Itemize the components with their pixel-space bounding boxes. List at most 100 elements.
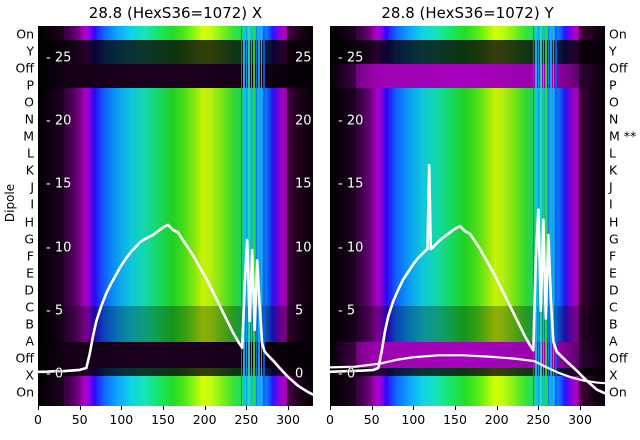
category-axis-tick-label: H <box>24 214 34 230</box>
x-axis-right: 0 50 100 150 200 250 300 <box>326 406 605 440</box>
category-axis-tick-label: H <box>609 214 619 230</box>
trace-overlay-x <box>38 223 313 396</box>
x-axis-tick-label: 0 <box>34 412 42 427</box>
x-axis-tick-label: 50 <box>71 412 88 427</box>
heatmap-edge-shadow <box>287 26 313 406</box>
category-axis-tick-label: On <box>16 26 34 42</box>
category-axis-tick-label: O <box>609 94 619 110</box>
x-axis-tick <box>580 406 581 410</box>
category-axis-tick-label: I <box>609 196 613 212</box>
category-axis-tick-label: I <box>30 196 34 212</box>
category-axis-tick-label: X <box>25 367 34 383</box>
x-axis-tick <box>79 406 81 410</box>
trace-line <box>38 223 313 396</box>
heatmap-band-row <box>38 88 313 306</box>
category-axis-tick-label: G <box>24 231 34 247</box>
inner-ytick-label: - 15 <box>338 176 364 192</box>
category-axis-tick-label: Off <box>15 60 34 76</box>
category-axis-tick-label: B <box>609 316 618 332</box>
category-axis-tick-label: D <box>24 282 34 298</box>
heatmap-edge-shadow <box>330 26 356 406</box>
x-axis-tick <box>455 406 456 410</box>
heatmap-color-ramp <box>38 40 313 66</box>
inner-ytick-label: - 20 <box>46 113 72 129</box>
heatmap-separator-band <box>38 64 313 88</box>
trace-line <box>330 164 605 395</box>
x-axis-tick-label: 150 <box>443 412 467 427</box>
category-axis-tick-label: J <box>30 179 34 195</box>
x-axis-tick <box>288 406 289 410</box>
category-axis-tick-label: P <box>609 77 617 93</box>
category-axis-tick-label: K <box>609 162 618 178</box>
heatmap-color-ramp <box>330 376 605 406</box>
x-axis-tick-label: 150 <box>151 412 175 427</box>
category-axis-tick-label: F <box>26 248 34 264</box>
inner-ytick-label: - 25 <box>338 50 364 66</box>
category-axis-tick-label: O <box>24 94 34 110</box>
x-axis-tick-label: 300 <box>568 412 592 427</box>
category-axis-tick-label: On <box>609 384 627 400</box>
inner-ytick-label-right: 15 <box>295 176 312 192</box>
x-axis-tick <box>246 406 248 410</box>
category-axis-tick-label: Off <box>15 350 34 366</box>
category-axis-tick-label: L <box>609 145 616 161</box>
heatmap-color-ramp <box>330 40 605 66</box>
x-axis-tick <box>330 406 331 410</box>
heatmap-band-row <box>330 88 605 306</box>
inner-ytick-label: - 0 <box>338 366 356 382</box>
category-axis-tick-label: Y <box>609 43 617 59</box>
heatmap-color-ramp <box>38 88 313 306</box>
category-axis-tick-label: F <box>609 248 617 264</box>
panel-title-right: 28.8 (HexS36=1072) Y <box>381 4 554 22</box>
category-axis-tick-label: M <box>23 128 34 144</box>
heatmap-color-ramp <box>38 376 313 406</box>
inner-ytick-label-right: 20 <box>295 113 312 129</box>
x-axis-tick-label: 250 <box>234 412 259 427</box>
category-axis-tick-label: K <box>25 162 34 178</box>
inner-ytick-label: - 25 <box>46 50 72 66</box>
category-axis-left: On Y Off P O N M L K J I H G F E D C B A Off X On <box>0 26 36 406</box>
inner-ytick-label-right: 5 <box>295 303 304 319</box>
heatmap-band-row <box>38 376 313 406</box>
category-axis-tick-label: On <box>609 26 627 42</box>
inner-ytick-label: - 15 <box>46 176 72 192</box>
category-axis-tick-label: D <box>609 282 619 298</box>
heatmap-color-ramp <box>38 306 313 344</box>
x-axis-tick-label: 100 <box>401 412 426 427</box>
x-axis-tick-label: 50 <box>363 412 380 427</box>
x-axis-tick <box>121 406 123 410</box>
heatmap-band-row <box>330 376 605 406</box>
heatmap-panel-x[interactable]: - 25 - 20 - 15 - 10 - 5 - 0 25 20 15 10 5 0 <box>38 26 313 406</box>
category-axis-tick-label: M ** <box>609 128 637 144</box>
category-axis-tick-label: J <box>609 179 613 195</box>
x-axis-tick-label: 200 <box>192 412 217 427</box>
x-axis-tick-label: 250 <box>526 412 551 427</box>
heatmap-edge-shadow <box>579 26 605 406</box>
x-axis-tick <box>371 406 373 410</box>
category-axis-tick-label: E <box>609 265 617 281</box>
heatmap-color-ramp <box>330 306 605 344</box>
heatmap-panel-y[interactable]: - 25 - 20 - 15 - 10 - 5 - 0 <box>330 26 605 406</box>
inner-ytick-label: - 5 <box>338 303 356 319</box>
x-axis-tick <box>413 406 415 410</box>
inner-ytick-label: - 0 <box>46 366 64 382</box>
inner-ytick-label-right: 0 <box>295 366 304 382</box>
x-axis-tick <box>538 406 540 410</box>
heatmap-color-ramp <box>330 88 605 306</box>
panel-title-left: 28.8 (HexS36=1072) X <box>88 4 263 22</box>
heatmap-separator-band <box>330 64 605 88</box>
x-axis-tick <box>204 406 206 410</box>
category-axis-tick-label: G <box>609 231 619 247</box>
category-axis-tick-label: A <box>25 333 34 349</box>
x-axis-tick <box>38 406 39 410</box>
category-axis-tick-label: Off <box>609 350 628 366</box>
x-axis-tick-label: 100 <box>109 412 134 427</box>
category-axis-tick-label: C <box>609 299 618 315</box>
inner-ytick-label-right: 25 <box>295 50 312 66</box>
inner-ytick-label: - 10 <box>46 240 72 256</box>
category-axis-tick-label: N <box>609 111 619 127</box>
heatmap-edge-shadow <box>38 26 64 406</box>
heatmap-band-row <box>330 40 605 66</box>
y-axis-label: Dipole <box>3 183 17 223</box>
category-axis-tick-label: B <box>25 316 34 332</box>
